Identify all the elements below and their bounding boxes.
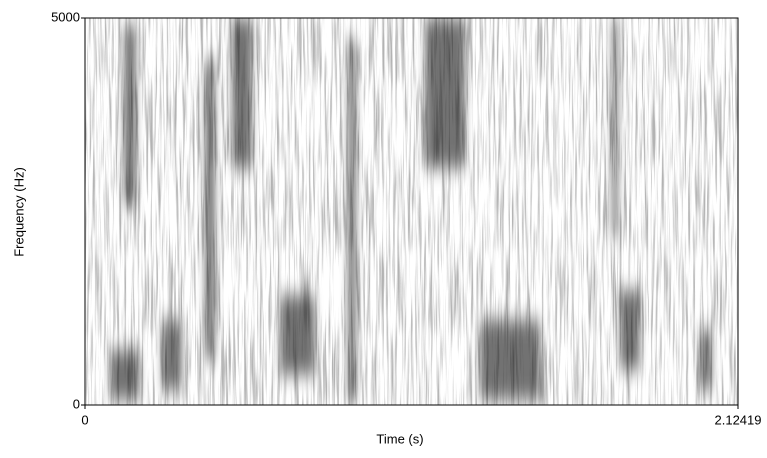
x-tick-label: 0	[81, 412, 88, 427]
x-tick-label: 2.12419	[715, 412, 762, 427]
y-tick-label: 0	[73, 396, 80, 411]
spectrogram-image	[85, 18, 738, 405]
plot-frame	[84, 17, 739, 406]
y-tick-label: 5000	[51, 9, 80, 24]
x-axis-title: Time (s)	[376, 431, 423, 446]
y-axis-title: Frequency (Hz)	[11, 167, 26, 257]
